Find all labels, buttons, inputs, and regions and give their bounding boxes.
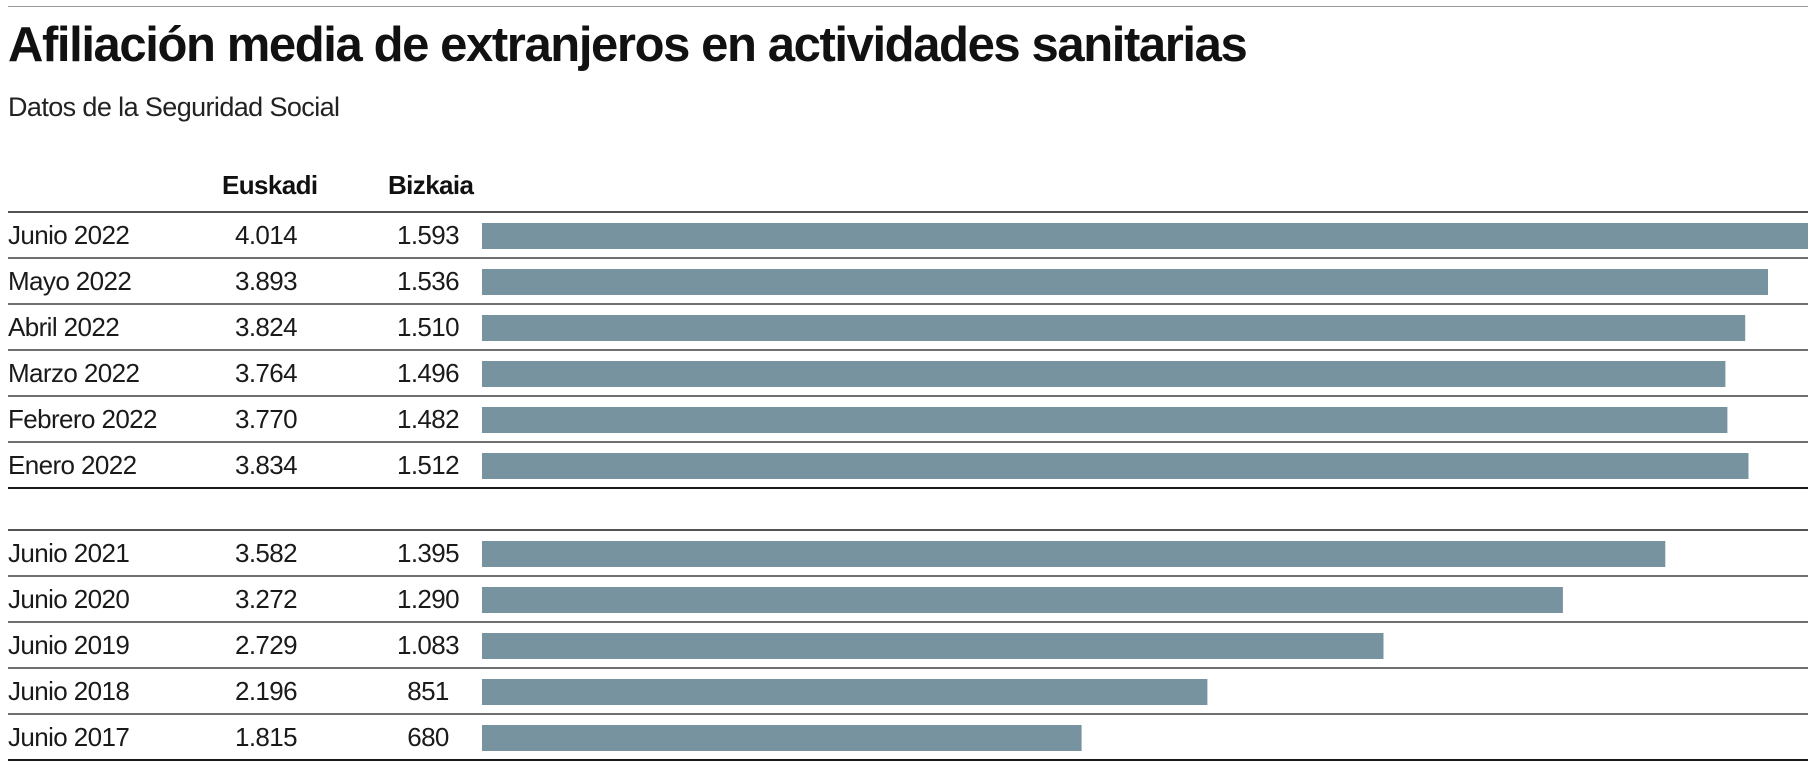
value-bizkaia: 1.290 [397,584,459,614]
column-header-euskadi: Euskadi [222,170,318,200]
bar-euskadi [482,407,1728,433]
value-bizkaia: 680 [407,722,449,752]
bar-euskadi [482,541,1666,567]
bar-euskadi [482,679,1208,705]
value-bizkaia: 1.496 [397,358,459,388]
value-euskadi: 3.834 [235,450,297,480]
value-euskadi: 4.014 [235,220,297,250]
chart-title: Afiliación media de extranjeros en activ… [8,18,1248,72]
row-label: Mayo 2022 [8,266,131,296]
value-euskadi: 3.764 [235,358,297,388]
bar-euskadi [482,315,1746,341]
bar-euskadi [482,587,1563,613]
chart-subtitle: Datos de la Seguridad Social [8,92,340,122]
value-bizkaia: 1.593 [397,220,459,250]
value-bizkaia: 1.482 [397,404,459,434]
row-label: Abril 2022 [8,312,119,342]
bar-euskadi [482,633,1384,659]
bar-euskadi [482,269,1768,295]
value-euskadi: 3.893 [235,266,297,296]
row-label: Junio 2021 [8,538,129,568]
value-euskadi: 3.272 [235,584,297,614]
row-label: Junio 2019 [8,630,129,660]
row-label: Enero 2022 [8,450,137,480]
row-label: Febrero 2022 [8,404,157,434]
row-label: Junio 2018 [8,676,129,706]
value-euskadi: 3.770 [235,404,297,434]
column-header-bizkaia: Bizkaia [388,170,474,200]
row-label: Junio 2022 [8,220,129,250]
value-bizkaia: 1.536 [397,266,459,296]
value-euskadi: 2.196 [235,676,297,706]
value-euskadi: 2.729 [235,630,297,660]
value-bizkaia: 1.510 [397,312,459,342]
value-euskadi: 1.815 [235,722,297,752]
row-label: Junio 2020 [8,584,129,614]
value-euskadi: 3.582 [235,538,297,568]
value-bizkaia: 1.512 [397,450,459,480]
value-bizkaia: 1.083 [397,630,459,660]
value-euskadi: 3.824 [235,312,297,342]
bar-euskadi [482,453,1749,479]
top-rule [8,6,1808,7]
row-label: Marzo 2022 [8,358,139,388]
value-bizkaia: 851 [407,676,449,706]
value-bizkaia: 1.395 [397,538,459,568]
bar-euskadi [482,725,1082,751]
row-label: Junio 2017 [8,722,129,752]
bar-euskadi [482,361,1726,387]
bar-euskadi [482,223,1808,249]
